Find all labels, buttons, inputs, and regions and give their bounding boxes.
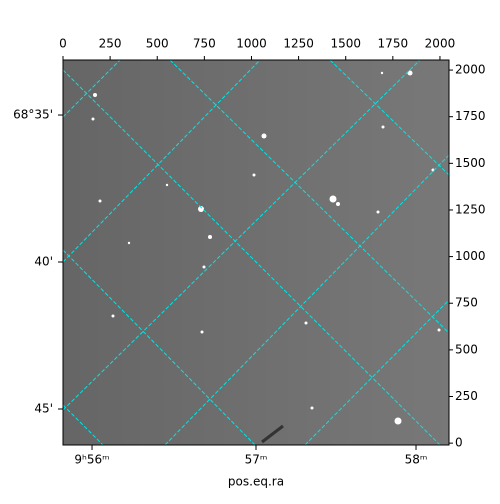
ra-tick-label: 9ʰ56ᵐ — [74, 453, 109, 467]
y-tick-label: 1750 — [455, 109, 486, 123]
sky-image — [63, 60, 449, 445]
y-tick-label: 2000 — [455, 63, 486, 77]
ra-tick-label: 58ᵐ — [405, 453, 428, 467]
dec-tick-label: 40' — [34, 255, 53, 269]
x-tick-label: 2000 — [425, 37, 456, 51]
x-tick-label: 1500 — [330, 37, 361, 51]
dec-tick-label: 45' — [34, 401, 53, 415]
x-tick-label: 1000 — [236, 37, 267, 51]
x-tick-label: 750 — [193, 37, 216, 51]
x-tick-label: 1750 — [378, 37, 409, 51]
y-tick-label: 750 — [455, 296, 478, 310]
ra-tick-label: 57ᵐ — [245, 453, 268, 467]
dec-tick-label: 68°35' — [13, 108, 53, 122]
y-tick-label: 1250 — [455, 202, 486, 216]
x-axis-label: pos.eq.ra — [228, 475, 284, 489]
y-tick-label: 1000 — [455, 249, 486, 263]
x-tick-label: 0 — [59, 37, 67, 51]
y-tick-label: 250 — [455, 389, 478, 403]
x-tick-label: 500 — [146, 37, 169, 51]
coordinate-grid — [63, 60, 449, 445]
y-tick-label: 1500 — [455, 156, 486, 170]
y-tick-label: 0 — [455, 436, 463, 450]
y-tick-label: 500 — [455, 342, 478, 356]
x-tick-label: 250 — [99, 37, 122, 51]
x-tick-label: 1250 — [283, 37, 314, 51]
